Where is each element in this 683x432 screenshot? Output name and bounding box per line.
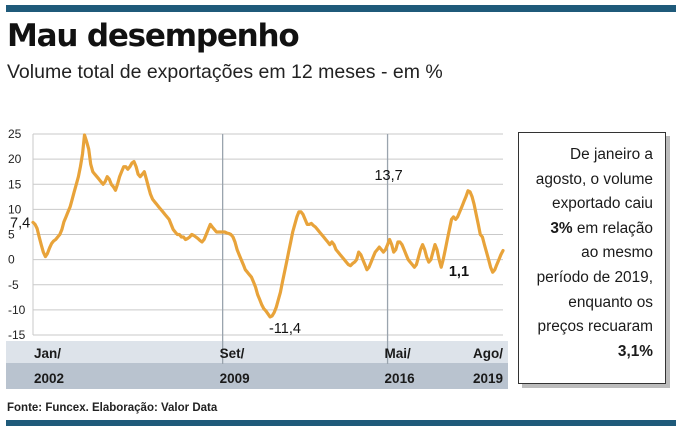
- x-tick-month: Ago/: [473, 346, 503, 361]
- data-label: 7,4: [10, 215, 30, 231]
- x-tick-month: Set/: [220, 346, 245, 361]
- data-label: -11,4: [269, 321, 301, 337]
- month-band: [6, 341, 508, 363]
- note-text-1: De janeiro a agosto, o volume exportado …: [535, 146, 653, 213]
- note-highlight-2: 3,1%: [617, 342, 653, 360]
- year-band: [6, 363, 508, 389]
- top-rule: [6, 5, 676, 12]
- y-tick-label: -15: [8, 328, 26, 342]
- x-tick-year: 2019: [473, 371, 503, 386]
- y-tick-label: 15: [8, 177, 22, 191]
- x-tick-year: 2002: [34, 371, 64, 386]
- x-tick-month: Mai/: [385, 346, 412, 361]
- chart-subtitle: Volume total de exportações em 12 meses …: [7, 61, 443, 83]
- y-tick-label: -10: [8, 303, 26, 317]
- source-credit: Fonte: Funcex. Elaboração: Valor Data: [7, 402, 218, 414]
- data-label: 13,7: [374, 168, 402, 184]
- annotation-box: De janeiro a agosto, o volume exportado …: [518, 132, 666, 384]
- note-highlight-1: 3%: [550, 219, 573, 237]
- note-text-2: em relação ao mesmo período de 2019, enq…: [536, 219, 653, 336]
- y-tick-label: -5: [8, 278, 19, 292]
- y-tick-label: 10: [8, 202, 22, 216]
- y-tick-label: 20: [8, 152, 22, 166]
- x-tick-year: 2009: [220, 371, 250, 386]
- series-line: [31, 133, 505, 319]
- chart-title: Mau desempenho: [7, 18, 300, 54]
- data-label: 1,1: [449, 264, 469, 280]
- y-tick-label: 25: [8, 127, 22, 141]
- y-tick-label: 5: [8, 228, 15, 242]
- x-tick-month: Jan/: [34, 346, 61, 361]
- bottom-rule: [6, 420, 676, 426]
- y-tick-label: 0: [8, 253, 15, 267]
- x-tick-year: 2016: [385, 371, 416, 386]
